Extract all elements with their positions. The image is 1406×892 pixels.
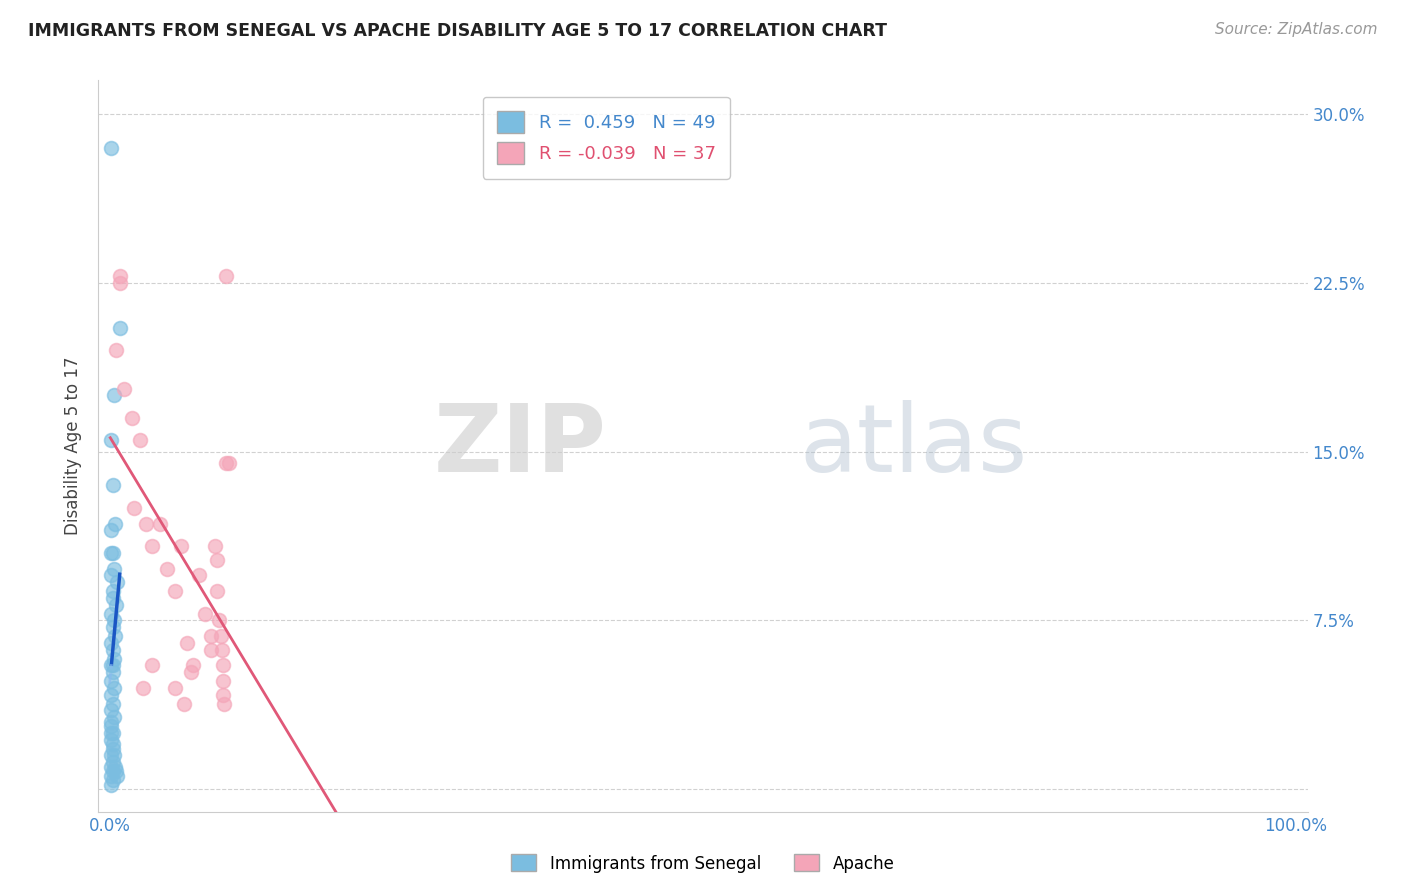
Point [101,642,124,657]
Point [100,726,122,740]
Point [104,760,127,774]
Point [105,598,128,612]
Point [101,773,124,788]
Point [188,568,211,582]
Point [108,321,131,335]
Point [101,478,124,492]
Point [212,658,235,673]
Point [100,568,122,582]
Legend: Immigrants from Senegal, Apache: Immigrants from Senegal, Apache [505,847,901,880]
Point [101,584,124,599]
Point [101,764,124,779]
Point [200,629,222,643]
Point [103,710,125,724]
Point [211,642,233,657]
Point [103,748,125,763]
Text: IMMIGRANTS FROM SENEGAL VS APACHE DISABILITY AGE 5 TO 17 CORRELATION CHART: IMMIGRANTS FROM SENEGAL VS APACHE DISABI… [28,22,887,40]
Point [100,748,122,763]
Point [215,269,238,284]
Point [205,552,228,566]
Point [212,688,235,702]
Point [100,719,122,733]
Point [103,681,125,695]
Point [101,658,124,673]
Point [100,760,122,774]
Legend: R =  0.459   N = 49, R = -0.039   N = 37: R = 0.459 N = 49, R = -0.039 N = 37 [482,96,730,178]
Point [103,651,125,665]
Point [101,726,124,740]
Point [100,524,122,538]
Point [176,636,198,650]
Point [105,343,128,358]
Point [114,382,136,396]
Point [105,769,128,783]
Point [100,636,122,650]
Point [101,737,124,751]
Point [100,778,122,792]
Point [100,658,122,673]
Point [104,629,127,643]
Point [100,714,122,729]
Point [141,658,163,673]
Point [208,614,231,628]
Point [181,658,204,673]
Point [100,141,122,155]
Point [101,697,124,711]
Point [205,584,228,599]
Point [141,539,163,553]
Point [103,614,125,628]
Point [218,456,240,470]
Y-axis label: Disability Age 5 to 17: Disability Age 5 to 17 [65,357,83,535]
Point [149,516,172,531]
Point [100,434,122,448]
Point [100,546,122,560]
Point [122,500,145,515]
Point [121,410,143,425]
Point [135,516,157,531]
Point [100,732,122,747]
Point [100,688,122,702]
Point [101,741,124,756]
Point [170,539,193,553]
Text: Source: ZipAtlas.com: Source: ZipAtlas.com [1215,22,1378,37]
Point [108,269,131,284]
Point [129,434,152,448]
Point [104,516,127,531]
Point [105,764,128,779]
Point [165,584,187,599]
Point [105,575,128,590]
Text: ZIP: ZIP [433,400,606,492]
Point [194,607,217,621]
Point [100,769,122,783]
Point [204,539,226,553]
Point [209,629,232,643]
Point [212,697,235,711]
Point [180,665,202,680]
Point [212,674,235,689]
Point [165,681,187,695]
Point [108,276,131,290]
Point [101,620,124,634]
Point [101,591,124,605]
Point [100,674,122,689]
Point [103,388,125,402]
Point [156,562,179,576]
Point [100,607,122,621]
Point [103,562,125,576]
Point [200,642,222,657]
Point [101,755,124,769]
Point [101,546,124,560]
Point [215,456,238,470]
Point [101,665,124,680]
Point [100,703,122,717]
Point [173,697,195,711]
Text: atlas: atlas [800,400,1028,492]
Point [132,681,155,695]
